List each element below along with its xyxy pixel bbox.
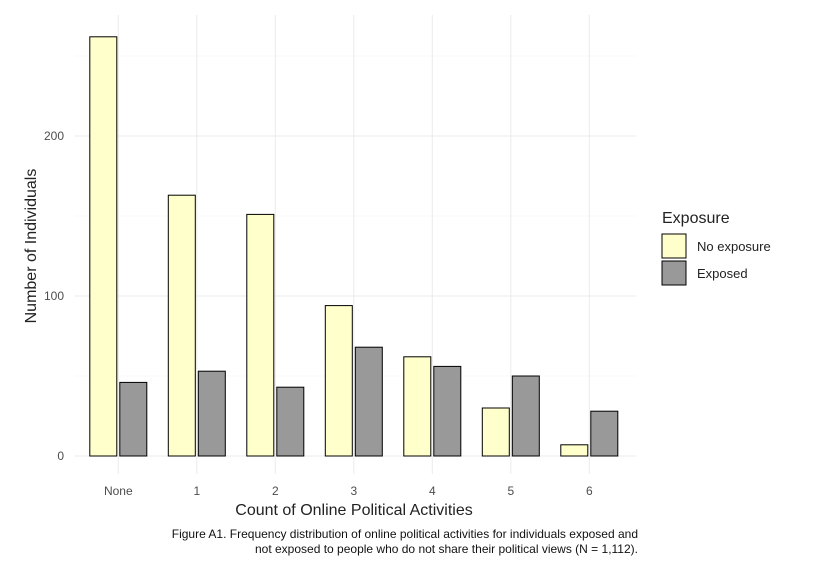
legend-swatch-exposed — [661, 260, 687, 286]
legend-label-exposed: Exposed — [697, 266, 748, 281]
y-axis-label: Number of Individuals — [23, 169, 40, 324]
bar-no-exposure-3 — [324, 305, 353, 457]
bar-chart: 0 100 200 None 1 2 3 4 5 6 Count of Online Polit… — [23, 15, 771, 519]
x-tick-label: 6 — [586, 484, 593, 498]
legend: Exposure No exposure Exposed — [661, 210, 771, 286]
bar-exposed-1 — [197, 370, 226, 457]
bar-no-exposure-1 — [167, 194, 196, 457]
bar-exposed-none — [119, 381, 148, 457]
bar-exposed-3 — [354, 346, 383, 457]
x-tick-label: 3 — [350, 484, 357, 498]
x-tick-label: 2 — [272, 484, 279, 498]
bar-no-exposure-4 — [403, 356, 432, 457]
bar-exposed-2 — [276, 386, 305, 457]
legend-title: Exposure — [662, 210, 730, 227]
bar-no-exposure-5 — [481, 407, 510, 457]
x-axis-label: Count of Online Political Activities — [235, 502, 472, 519]
y-tick-label: 200 — [44, 129, 64, 143]
y-tick-label: 0 — [57, 449, 64, 463]
y-ticks: 0 100 200 — [44, 129, 64, 463]
bar-no-exposure-none — [89, 36, 118, 457]
y-tick-label: 100 — [44, 289, 64, 303]
bars — [89, 36, 619, 457]
x-ticks: None 1 2 3 4 5 6 — [104, 484, 593, 498]
bar-exposed-6 — [590, 410, 619, 457]
x-tick-label: 4 — [429, 484, 436, 498]
x-tick-label: None — [104, 484, 133, 498]
bar-no-exposure-6 — [560, 444, 589, 457]
figure-caption: Figure A1. Frequency distribution of onl… — [0, 527, 638, 557]
caption-line-2: not exposed to people who do not share t… — [254, 542, 638, 556]
grid-lines — [75, 15, 636, 474]
bar-exposed-5 — [511, 375, 540, 457]
bar-exposed-4 — [433, 365, 462, 457]
caption-line-1: Figure A1. Frequency distribution of onl… — [171, 527, 638, 541]
legend-swatch-no-exposure — [661, 233, 687, 259]
legend-label-no-exposure: No exposure — [697, 239, 771, 254]
x-tick-label: 1 — [193, 484, 200, 498]
bar-no-exposure-2 — [246, 213, 275, 457]
x-tick-label: 5 — [507, 484, 514, 498]
